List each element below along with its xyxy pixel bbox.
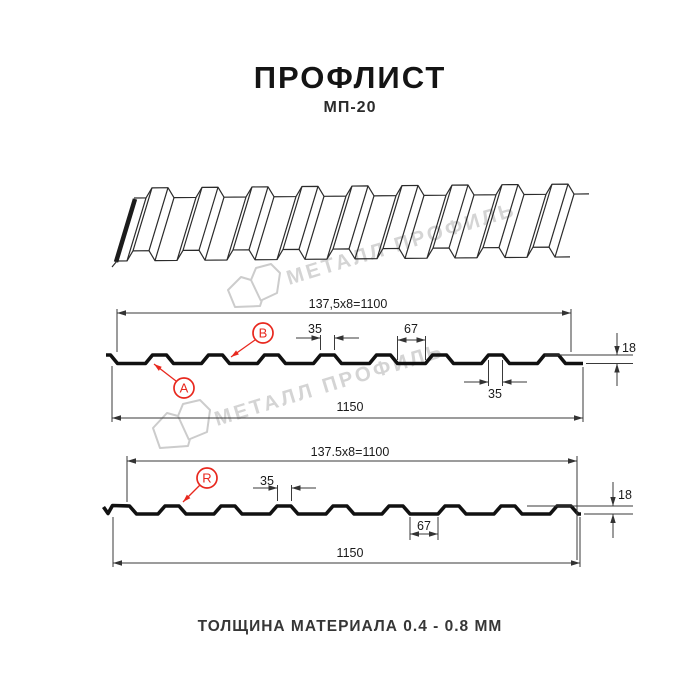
dim-crest-width: 35 — [260, 474, 274, 488]
page-title: ПРОФЛИСТ — [253, 60, 447, 95]
profile-outline — [102, 503, 581, 516]
material-thickness-note: ТОЛЩИНА МАТЕРИАЛА 0.4 - 0.8 ММ — [197, 618, 503, 635]
callout-r-label: R — [202, 471, 211, 486]
watermark-lower: МЕТАЛЛ ПРОФИЛЬ — [152, 339, 447, 449]
profile-section-bottom: 137.5x8=1100 35 18 67 1150 R — [102, 445, 633, 567]
watermark-upper: МЕТАЛЛ ПРОФИЛЬ — [227, 198, 519, 308]
callout-a-label: A — [180, 381, 189, 396]
dim-crest-width-bottom: 35 — [488, 387, 502, 401]
dimension-lines — [112, 456, 633, 567]
metall-profil-logo-icon — [227, 263, 281, 308]
dim-profile-height: 18 — [622, 341, 636, 355]
callout-a: A — [153, 363, 195, 399]
dim-profile-height: 18 — [618, 488, 632, 502]
metall-profil-logo-icon — [152, 399, 211, 449]
watermark-brand-text: МЕТАЛЛ ПРОФИЛЬ — [212, 339, 447, 431]
callout-b: B — [230, 322, 274, 358]
dim-crest-width: 35 — [308, 322, 322, 336]
dim-total-width: 1150 — [337, 546, 364, 560]
dim-valley-width: 67 — [417, 519, 431, 533]
profile-outline — [106, 353, 583, 366]
page-subtitle: МП-20 — [323, 99, 377, 116]
profile-section-top: 137,5x8=1100 35 67 18 35 1150 A B — [106, 297, 636, 422]
sheet-3d-view — [111, 183, 590, 268]
dim-width-formula: 137,5x8=1100 — [309, 297, 388, 311]
dimension-lines — [111, 309, 633, 422]
dim-valley-width: 67 — [404, 322, 418, 336]
dim-total-width: 1150 — [337, 400, 364, 414]
callout-r: R — [182, 467, 218, 503]
callout-b-label: B — [259, 326, 268, 341]
dim-width-formula: 137.5x8=1100 — [311, 445, 390, 459]
